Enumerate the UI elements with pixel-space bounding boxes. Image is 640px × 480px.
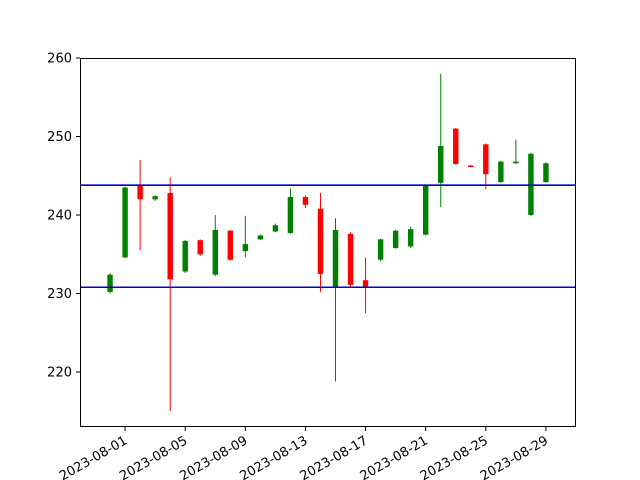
candle [422, 184, 429, 236]
candle [182, 240, 188, 274]
candle-body [438, 145, 444, 183]
candle-body [468, 165, 474, 168]
candle-body [122, 187, 128, 258]
candle [107, 273, 113, 294]
candle [257, 234, 264, 241]
plot-area [80, 58, 576, 427]
candle-body [422, 185, 429, 235]
candle-body [257, 235, 264, 240]
candle-body [182, 240, 188, 272]
candle-body [392, 230, 399, 248]
candle [317, 193, 324, 292]
candle-body [407, 229, 414, 247]
y-tick-label: 250 [47, 130, 72, 145]
candle-body [167, 193, 173, 280]
candle [287, 188, 294, 234]
candle-body [107, 274, 113, 292]
candle-body [483, 144, 489, 175]
candle-body [272, 225, 279, 232]
candle-body [332, 229, 339, 288]
candle-body [212, 229, 218, 275]
candle [122, 186, 128, 259]
candle [152, 195, 158, 201]
y-tick-label: 240 [47, 209, 72, 224]
candle-body [242, 244, 249, 252]
candle-body [302, 196, 309, 205]
candle-body [197, 240, 203, 255]
candle [468, 164, 474, 168]
candle-body [287, 196, 294, 234]
candle [272, 223, 279, 233]
candle [513, 139, 519, 164]
horizontal-lines [80, 184, 576, 289]
candle [332, 218, 339, 382]
candle-body [543, 163, 549, 183]
candle-body [362, 280, 369, 287]
candle [137, 160, 143, 251]
candle-body [137, 185, 143, 200]
candle [543, 162, 549, 183]
candle-body [453, 128, 459, 164]
y-axis: 220 230 240 250 260 [47, 52, 80, 381]
candle [483, 143, 489, 190]
y-tick-label: 260 [47, 52, 72, 67]
candle-body [347, 233, 354, 285]
candle-body [317, 208, 324, 274]
candle [212, 215, 218, 277]
candle [302, 195, 309, 208]
candle-body [227, 230, 234, 260]
plot-frame [80, 58, 576, 427]
candles [107, 73, 549, 412]
candle [392, 229, 399, 249]
candle [377, 238, 384, 262]
candle [242, 215, 249, 258]
candle [167, 177, 173, 412]
candle [347, 232, 354, 287]
candle [362, 257, 369, 314]
candle [498, 160, 504, 183]
candle [227, 229, 234, 261]
candle [197, 239, 203, 256]
candle-body [377, 239, 384, 260]
candle [407, 226, 414, 248]
candle-body [513, 161, 519, 164]
y-tick-label: 220 [47, 366, 72, 381]
candle-body [498, 161, 504, 183]
y-tick-label: 230 [47, 287, 72, 302]
candle-body [152, 196, 158, 200]
candle [453, 127, 459, 165]
